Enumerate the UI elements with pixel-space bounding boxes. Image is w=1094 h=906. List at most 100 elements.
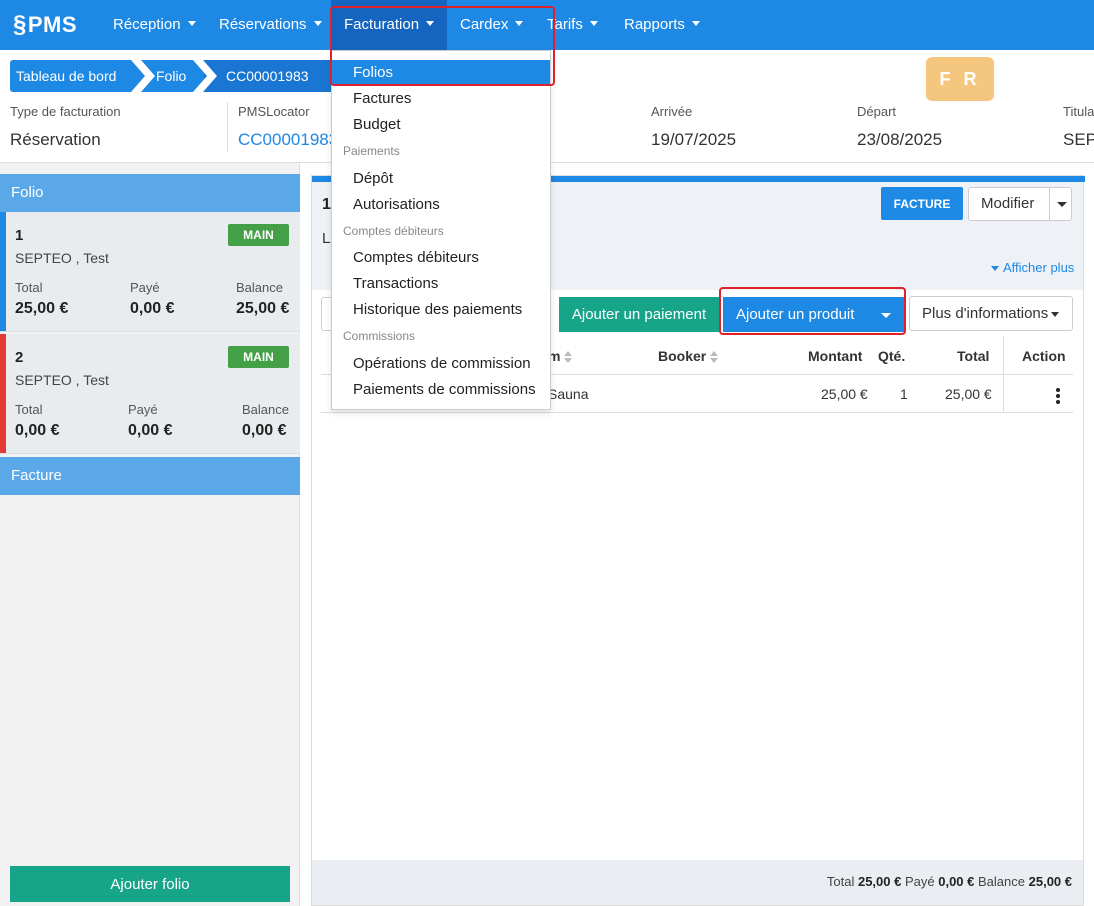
logo-text: PMS (27, 12, 78, 37)
top-navbar: § PMS Réception Réservations Facturation … (0, 0, 1094, 50)
folio-paid-label: Payé (128, 402, 158, 417)
locator-label: PMSLocator (238, 104, 310, 119)
menu-header-commissions: Commissions (343, 329, 416, 343)
modifier-label: Modifier (981, 195, 1035, 212)
caret-down-icon (589, 20, 598, 26)
arrival-label: Arrivée (651, 104, 693, 119)
folio-stripe (0, 334, 6, 453)
menu-item-budget[interactable]: Budget (353, 116, 401, 133)
col-total-header: Total (957, 348, 990, 364)
col-item-header[interactable]: m (548, 348, 573, 364)
caret-down-icon (991, 266, 999, 272)
billing-type-label: Type de facturation (10, 104, 121, 119)
nav-reception[interactable]: Réception (113, 0, 196, 50)
folio-sidebar: Folio 1 MAIN SEPTEO , Test Total Payé Ba… (0, 163, 300, 906)
folio-paid-label: Payé (130, 280, 160, 295)
logo-mark-icon: § (13, 11, 27, 38)
footer-totals: Total 25,00 € Payé 0,00 € Balance 25,00 … (826, 874, 1072, 889)
folio-totals-footer: Total 25,00 € Payé 0,00 € Balance 25,00 … (312, 860, 1083, 905)
sort-icon (564, 351, 573, 364)
folio-guest-name: SEPTEO , Test (15, 250, 109, 266)
table-header-divider (321, 374, 1073, 375)
sort-icon (710, 351, 719, 364)
caret-down-icon (515, 20, 524, 26)
arrival-value: 19/07/2025 (651, 130, 737, 149)
folio-stripe (0, 212, 6, 331)
folio-card-2[interactable]: 2 MAIN SEPTEO , Test Total Payé Balance … (0, 334, 300, 454)
show-more-link[interactable]: Afficher plus (991, 260, 1074, 275)
folio-balance-value: 25,00 € (236, 300, 290, 317)
table-row-divider (321, 412, 1073, 413)
folio-paid-value: 0,00 € (130, 300, 175, 317)
folio-paid-value: 0,00 € (128, 422, 173, 439)
folio-total-value: 25,00 € (15, 300, 69, 317)
caret-down-icon (1051, 312, 1059, 317)
divider (1003, 336, 1004, 412)
col-qte-header: Qté. (878, 348, 906, 364)
menu-item-operations-commission[interactable]: Opérations de commission (353, 355, 531, 372)
folio-balance-value: 0,00 € (242, 422, 287, 439)
row-actions-menu-icon[interactable] (1056, 388, 1060, 404)
departure-value: 23/08/2025 (857, 130, 943, 149)
caret-down-icon[interactable] (881, 313, 891, 318)
nav-tarifs[interactable]: Tarifs (547, 0, 598, 50)
breadcrumb-current: CC00001983 (204, 60, 332, 92)
folio-guest-name: SEPTEO , Test (15, 372, 109, 388)
menu-item-historique-paiements[interactable]: Historique des paiements (353, 301, 523, 318)
divider (227, 102, 228, 152)
folio-title-number: 1 (322, 196, 331, 213)
menu-item-depot[interactable]: Dépôt (353, 170, 394, 187)
col-booker-header[interactable]: Booker (658, 348, 719, 364)
caret-down-icon (691, 20, 700, 26)
menu-item-factures[interactable]: Factures (353, 90, 412, 107)
add-product-button[interactable]: Ajouter un produit (723, 297, 904, 332)
row-qte: 1 (900, 386, 908, 402)
folio-balance-label: Balance (236, 280, 283, 295)
locator-link[interactable]: CC00001983 (238, 130, 339, 149)
pms-logo[interactable]: § PMS (13, 11, 78, 38)
menu-item-transactions[interactable]: Transactions (353, 275, 439, 292)
row-total: 25,00 € (945, 386, 992, 402)
folio-total-label: Total (15, 280, 43, 295)
folio-total-label: Total (15, 402, 43, 417)
main-badge: MAIN (228, 346, 289, 368)
folio-number: 2 (15, 349, 24, 366)
facture-section-header[interactable]: Facture (0, 457, 300, 495)
facture-button[interactable]: FACTURE (881, 187, 963, 220)
nav-facturation[interactable]: Facturation (331, 0, 448, 50)
folio-number: 1 (15, 227, 24, 244)
nav-cardex[interactable]: Cardex (460, 0, 524, 50)
more-info-button[interactable]: Plus d'informations (909, 296, 1073, 331)
menu-item-folios[interactable]: Folios (332, 60, 550, 85)
col-action-header: Action (1022, 348, 1066, 364)
menu-item-autorisations[interactable]: Autorisations (353, 196, 440, 213)
modifier-split-button[interactable]: Modifier (968, 187, 1072, 221)
menu-item-comptes-debiteurs[interactable]: Comptes débiteurs (353, 249, 479, 266)
panel-accent-bar (312, 176, 1085, 182)
holder-value: SEPT (1063, 130, 1094, 149)
menu-item-paiements-commissions[interactable]: Paiements de commissions (353, 381, 536, 398)
facturation-dropdown-menu: Folios Factures Budget Paiements Dépôt A… (331, 50, 551, 410)
caret-down-icon (187, 20, 196, 26)
user-initials-badge[interactable]: F R (926, 57, 994, 101)
caret-down-icon (313, 20, 322, 26)
caret-down-icon (426, 20, 435, 26)
menu-header-paiements: Paiements (343, 144, 400, 158)
add-product-label: Ajouter un produit (736, 306, 855, 323)
main-badge: MAIN (228, 224, 289, 246)
col-montant-header: Montant (808, 348, 863, 364)
breadcrumb-dashboard[interactable]: Tableau de bord (10, 60, 141, 92)
folio-card-1[interactable]: 1 MAIN SEPTEO , Test Total Payé Balance … (0, 212, 300, 332)
add-payment-button[interactable]: Ajouter un paiement (559, 297, 719, 332)
billing-type-value: Réservation (10, 130, 101, 149)
nav-reservations[interactable]: Réservations (219, 0, 322, 50)
folio-balance-label: Balance (242, 402, 289, 417)
menu-header-comptes-debiteurs: Comptes débiteurs (343, 224, 444, 238)
folio-total-value: 0,00 € (15, 422, 60, 439)
departure-label: Départ (857, 104, 897, 119)
folio-section-header: Folio (0, 174, 300, 212)
caret-down-icon[interactable] (1057, 202, 1067, 207)
add-folio-button[interactable]: Ajouter folio (10, 866, 290, 902)
nav-rapports[interactable]: Rapports (624, 0, 700, 50)
divider (1049, 188, 1050, 220)
